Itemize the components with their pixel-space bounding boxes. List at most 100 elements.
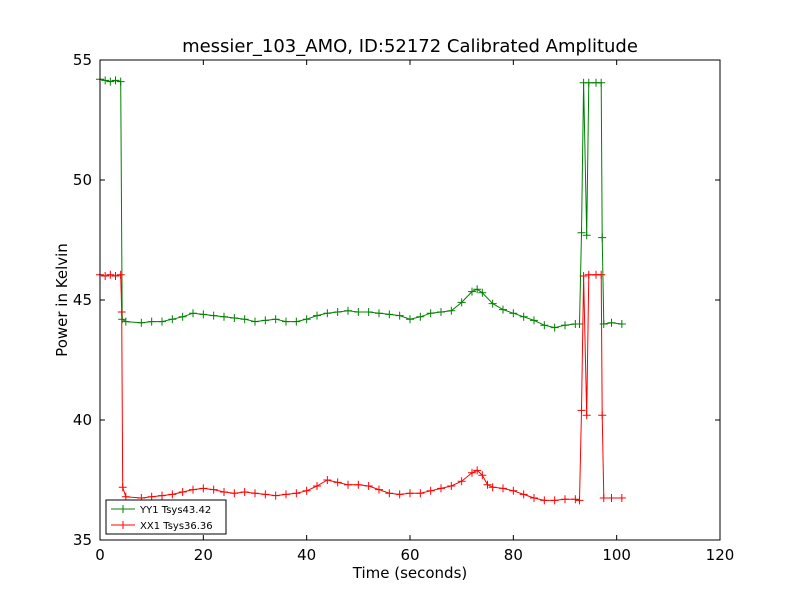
tick-layer: 0 20 40 60 80 100 120 35 40 45 50 55 — [73, 51, 734, 564]
series-1-point-33 — [395, 490, 404, 499]
series-0-point-13 — [199, 310, 208, 319]
series-1-point-5 — [117, 308, 126, 316]
series-layer — [96, 75, 626, 505]
series-0-point-14 — [209, 311, 218, 320]
series-0-point-2 — [106, 77, 115, 86]
legend-marker-0 — [119, 505, 127, 513]
series-0-point-54 — [582, 231, 591, 240]
series-1-point-48 — [530, 494, 538, 502]
series-1-point-2 — [106, 270, 115, 279]
series-0-point-24 — [313, 311, 321, 320]
series-1-point-61 — [599, 494, 608, 502]
series-1-point-29 — [354, 480, 363, 489]
legend-entries: YY1 Tsys43.42 XX1 Tsys36.36 — [111, 505, 213, 532]
chart-title: messier_103_AMO, ID:52172 Calibrated Amp… — [182, 36, 638, 57]
x-tick-label-5: 100 — [602, 546, 631, 564]
legend-label-0: YY1 Tsys43.42 — [139, 505, 211, 516]
series-1-point-46 — [509, 486, 518, 495]
series-1-point-15 — [209, 485, 218, 494]
x-tick-label-0: 0 — [95, 546, 105, 564]
series-0-point-43 — [499, 305, 507, 314]
series-1-point-13 — [189, 485, 197, 494]
series-1-point-54 — [577, 406, 586, 415]
legend-label-1: XX1 Tsys36.36 — [140, 521, 213, 532]
series-0-point-17 — [240, 315, 249, 324]
y-tick-label-3: 50 — [73, 171, 92, 189]
series-1-point-14 — [199, 484, 208, 493]
series-0-point-20 — [271, 315, 280, 324]
series-1-point-19 — [251, 489, 259, 498]
series-1-point-34 — [406, 489, 414, 498]
series-1-point-7 — [121, 492, 130, 501]
series-0-point-49 — [561, 321, 569, 330]
series-0-point-22 — [292, 317, 301, 326]
series-1 — [96, 270, 626, 505]
series-1-point-49 — [540, 496, 549, 505]
series-1-point-16 — [220, 488, 228, 496]
series-0-point-39 — [468, 287, 476, 296]
series-0-point-31 — [385, 310, 394, 319]
series-1-point-42 — [478, 471, 487, 480]
series-1-point-3 — [111, 272, 120, 280]
series-0-point-9 — [158, 317, 166, 326]
series-0-point-35 — [426, 309, 435, 318]
series-1-point-62 — [607, 494, 616, 502]
series-1-point-59 — [597, 270, 606, 279]
series-1-point-20 — [261, 490, 270, 499]
series-1-point-40 — [468, 468, 476, 477]
series-1-point-12 — [178, 488, 187, 496]
series-1-point-53 — [575, 496, 584, 505]
series-0-point-6 — [121, 317, 130, 326]
series-1-point-24 — [302, 486, 311, 495]
series-0-point-29 — [364, 308, 373, 316]
series-0-point-57 — [597, 78, 606, 87]
series-0-point-52 — [577, 228, 586, 237]
series-1-point-45 — [499, 484, 507, 493]
series-0-point-45 — [519, 312, 528, 321]
series-0-point-21 — [282, 317, 290, 326]
series-0-point-37 — [447, 306, 456, 315]
series-0-point-18 — [251, 317, 259, 326]
series-0-point-40 — [473, 285, 482, 294]
series-0-point-8 — [147, 317, 156, 326]
series-0-point-4 — [116, 77, 125, 86]
x-tick-label-3: 60 — [400, 546, 419, 564]
series-1-point-39 — [457, 477, 466, 486]
series-0-point-58 — [598, 233, 607, 242]
y-axis-label: Power in Kelvin — [53, 243, 71, 357]
series-0-point-11 — [178, 312, 187, 321]
series-1-point-47 — [519, 490, 528, 499]
series-0-point-28 — [354, 308, 363, 316]
x-tick-label-1: 20 — [194, 546, 213, 564]
series-1-point-23 — [292, 489, 301, 498]
series-0-point-61 — [617, 320, 626, 328]
x-tick-label-6: 120 — [706, 546, 735, 564]
series-0-point-16 — [230, 314, 239, 322]
series-0-point-34 — [416, 312, 425, 321]
series-1-point-41 — [473, 466, 482, 475]
series-1-point-55 — [579, 272, 588, 280]
series-0-point-42 — [488, 299, 497, 308]
series-1-point-57 — [584, 270, 593, 279]
series-0-point-7 — [137, 318, 146, 327]
series-0-point-19 — [261, 316, 270, 325]
series-0-point-3 — [111, 76, 120, 85]
series-0-point-15 — [220, 312, 228, 321]
series-0-point-47 — [540, 321, 549, 330]
series-0-point-48 — [550, 323, 559, 332]
series-1-point-35 — [416, 489, 425, 498]
series-0-point-23 — [302, 315, 311, 324]
series-0-point-44 — [509, 309, 518, 318]
series-1-point-9 — [147, 492, 156, 501]
series-1-point-36 — [426, 486, 435, 495]
series-0-point-26 — [333, 308, 342, 316]
legend: YY1 Tsys43.42 XX1 Tsys36.36 — [105, 499, 227, 535]
series-1-point-32 — [385, 489, 394, 498]
series-0-point-36 — [437, 308, 445, 316]
series-1-point-22 — [282, 490, 290, 499]
series-1-point-51 — [561, 495, 569, 504]
series-1-point-18 — [240, 488, 249, 496]
series-1-point-56 — [582, 411, 591, 420]
series-0-point-27 — [344, 306, 352, 315]
